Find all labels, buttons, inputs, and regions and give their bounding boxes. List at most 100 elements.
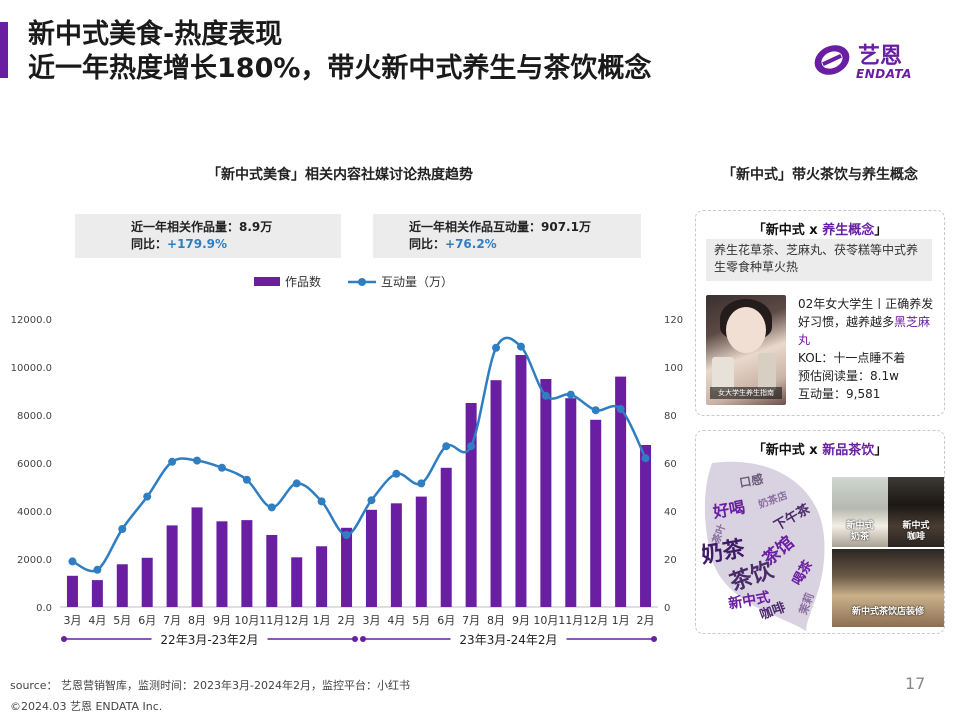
x-tick-label: 1月: [313, 614, 331, 627]
x-tick-label: 10月: [234, 614, 259, 627]
y-right-tick-label: 40: [664, 507, 677, 518]
legend-bar-swatch: [254, 277, 280, 286]
x-tick-label: 4月: [387, 614, 405, 627]
photo-caption: 女大学生养生指南: [710, 387, 782, 399]
point-interactions-9: [292, 479, 301, 488]
point-interactions-19: [541, 391, 550, 400]
bar-works-16: [465, 403, 477, 607]
point-interactions-20: [566, 390, 575, 399]
x-tick-label: 9月: [213, 614, 231, 627]
x-tick-label: 7月: [462, 614, 480, 627]
tea-label-suffix: 」: [874, 443, 888, 458]
x-tick-label: 11月: [259, 614, 284, 627]
stat-box-interactions: 近一年相关作品互动量：907.1万 同比：+76.2%: [373, 214, 641, 258]
legend-line-label: 互动量（万）: [381, 275, 453, 289]
stat-works-yoy-label: 同比：: [131, 237, 168, 251]
right-panel-title: 「新中式」带火茶饮与养生概念: [722, 167, 918, 183]
point-interactions-7: [242, 475, 251, 484]
y-right-tick-label: 60: [664, 459, 677, 470]
post-reads: 预估阅读量：8.1w: [798, 369, 899, 383]
group-bracket-end-left-0: [61, 636, 67, 642]
wellness-label-keyword: 养生概念: [822, 223, 875, 238]
x-tick-label: 3月: [362, 614, 380, 627]
influencer-photo[interactable]: 女大学生养生指南: [706, 295, 786, 405]
point-interactions-2: [118, 525, 127, 533]
y-left-tick-label: 2000.0: [17, 555, 52, 566]
bar-works-5: [191, 507, 203, 607]
source-note: source： 艺恩营销智库，监测时间：2023年3月-2024年2月，监控平台…: [10, 679, 410, 692]
endata-logo: 艺恩 ENDATA: [812, 38, 932, 86]
y-right-tick-label: 80: [664, 411, 677, 422]
page-number: 17: [905, 674, 926, 693]
bar-works-19: [540, 379, 552, 607]
bar-works-8: [266, 535, 278, 607]
milk-tea-caption: 新中式 奶茶: [832, 521, 888, 543]
post-title: 02年女大学生丨正确养发好习惯，越养越多黑芝麻丸: [798, 295, 940, 349]
x-tick-label: 5月: [412, 614, 430, 627]
group-bracket-end-right-0: [352, 636, 358, 642]
bar-works-20: [565, 398, 577, 607]
logo-chinese-text: 艺恩: [858, 44, 903, 69]
stat-interactions-yoy-label: 同比：: [409, 237, 446, 251]
stat-interactions-yoy: 同比：+76.2%: [409, 236, 641, 253]
tea-label-keyword: 新品茶饮: [822, 443, 875, 458]
y-right-tick-label: 100: [664, 363, 683, 374]
point-interactions-15: [442, 442, 451, 451]
x-tick-label: 10月: [533, 614, 558, 627]
x-tick-label: 3月: [63, 614, 81, 627]
bar-works-12: [365, 509, 377, 607]
milk-tea-caption-line2: 奶茶: [850, 532, 869, 542]
stat-interactions-volume: 近一年相关作品互动量：907.1万: [409, 220, 591, 234]
point-interactions-6: [217, 463, 226, 472]
coffee-photo[interactable]: 新中式 咖啡: [888, 477, 944, 547]
tea-shop-photo[interactable]: 新中式茶饮店装修: [832, 549, 944, 627]
x-tick-label: 12月: [583, 614, 608, 627]
point-interactions-13: [392, 469, 401, 478]
wellness-label-prefix: 「新中式 x: [752, 223, 823, 238]
y-right-tick-label: 120: [664, 315, 683, 326]
stat-interactions-yoy-value: +76.2%: [445, 237, 497, 251]
bar-works-2: [116, 564, 128, 607]
legend-bar-label: 作品数: [285, 274, 321, 289]
wellness-concept-card: 「新中式 x 养生概念」 养生花草茶、芝麻丸、茯苓糕等中式养生零食种草火热 女大…: [695, 210, 945, 416]
bar-works-13: [390, 503, 402, 607]
bar-works-1: [91, 580, 103, 607]
milk-tea-photo[interactable]: 新中式 奶茶: [832, 477, 888, 547]
trend-chart: 作品数 互动量（万）0.02000.04000.06000.08000.01000…: [11, 274, 683, 648]
point-interactions-8: [267, 503, 276, 512]
x-tick-label: 1月: [612, 614, 630, 627]
bar-works-23: [640, 445, 652, 607]
point-interactions-10: [317, 497, 326, 506]
post-keyword: 黑芝麻丸: [798, 315, 931, 347]
point-interactions-0: [68, 557, 77, 566]
line-interactions: [71, 336, 647, 573]
post-title-text: 02年女大学生丨正确养发好习惯，越养越多: [798, 297, 934, 329]
bar-works-21: [590, 419, 602, 607]
stat-works-yoy-value: +179.9%: [167, 237, 228, 251]
endata-logo-mark-icon: [814, 45, 850, 75]
point-interactions-11: [342, 531, 351, 539]
x-tick-label: 6月: [138, 614, 156, 627]
x-tick-label: 2月: [338, 614, 356, 627]
stat-works-yoy: 同比：+179.9%: [131, 236, 341, 253]
bar-works-6: [216, 521, 228, 607]
point-interactions-18: [516, 342, 525, 351]
x-tick-label: 11月: [558, 614, 583, 627]
group-label-bg-0: [151, 630, 268, 648]
page-title-line1: 新中式美食-热度表现: [28, 19, 283, 50]
bar-works-15: [440, 467, 452, 607]
word-cloud-word: 口感: [738, 471, 764, 490]
bar-works-22: [615, 376, 627, 607]
y-right-tick-label: 0: [664, 603, 670, 614]
group-label-0: 22年3月-23年2月: [160, 633, 258, 647]
word-cloud-leaf-shape: [704, 461, 825, 631]
point-interactions-17: [492, 343, 501, 352]
point-interactions-14: [417, 479, 426, 488]
title-accent-bar: [0, 22, 8, 78]
bar-works-14: [415, 496, 427, 607]
x-tick-label: 6月: [437, 614, 455, 627]
new-tea-drinks-card: 「新中式 x 新品茶饮」 口感 奶茶店 下午茶 好喝 奶茶 茶馆 茶饮 喝茶 新中式 咖啡 茉莉 茶叶…: [695, 430, 945, 634]
y-left-tick-label: 12000.0: [11, 315, 52, 326]
bar-works-18: [515, 355, 527, 607]
